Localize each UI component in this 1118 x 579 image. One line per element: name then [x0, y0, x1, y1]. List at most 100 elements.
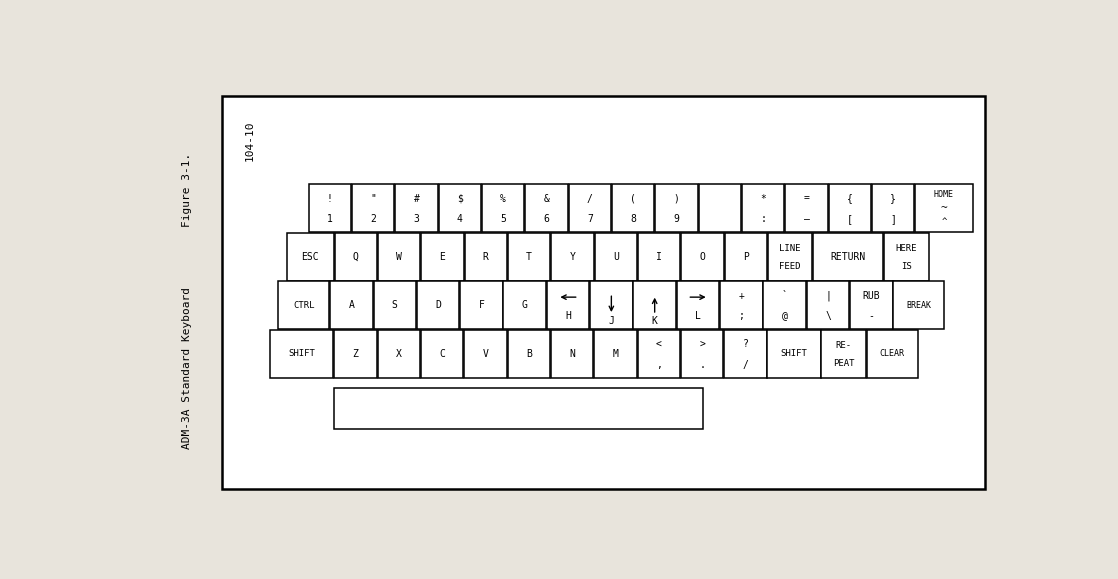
- Text: Z: Z: [352, 349, 359, 359]
- Text: ): ): [673, 193, 680, 203]
- Bar: [612, 184, 654, 232]
- Bar: [638, 233, 681, 281]
- Text: H: H: [565, 312, 571, 321]
- Bar: [378, 233, 420, 281]
- Bar: [872, 184, 915, 232]
- Bar: [334, 330, 377, 378]
- Bar: [551, 330, 594, 378]
- Text: B: B: [525, 349, 532, 359]
- Bar: [850, 281, 892, 329]
- Text: W: W: [396, 252, 402, 262]
- Text: 2: 2: [370, 214, 376, 223]
- Bar: [681, 330, 723, 378]
- Text: FEED: FEED: [779, 262, 800, 271]
- Text: `: `: [781, 291, 787, 301]
- Text: Y: Y: [569, 252, 576, 262]
- Text: 4: 4: [457, 214, 463, 223]
- Text: ": ": [370, 193, 376, 203]
- Text: PEAT: PEAT: [833, 359, 854, 368]
- Bar: [699, 184, 741, 232]
- Text: /: /: [742, 360, 748, 369]
- Text: G: G: [522, 301, 528, 310]
- Text: ADM-3A Standard Keyboard: ADM-3A Standard Keyboard: [182, 287, 192, 449]
- Text: RE-: RE-: [835, 341, 852, 350]
- Text: D: D: [435, 301, 440, 310]
- Bar: [330, 281, 372, 329]
- Text: HOME: HOME: [934, 190, 954, 199]
- Text: ESC: ESC: [302, 252, 320, 262]
- Bar: [569, 184, 612, 232]
- Text: &: &: [543, 193, 549, 203]
- Bar: [676, 281, 719, 329]
- Text: K: K: [652, 316, 657, 326]
- Bar: [438, 184, 481, 232]
- Bar: [508, 233, 550, 281]
- Bar: [822, 330, 866, 378]
- Text: }: }: [890, 193, 896, 203]
- Bar: [421, 233, 464, 281]
- Text: 104-10: 104-10: [245, 120, 255, 161]
- Text: SHIFT: SHIFT: [780, 349, 807, 358]
- Text: 8: 8: [631, 214, 636, 223]
- Bar: [785, 184, 827, 232]
- Text: =: =: [804, 193, 809, 203]
- Bar: [417, 281, 459, 329]
- Text: J: J: [608, 316, 614, 326]
- Bar: [396, 184, 438, 232]
- Text: $: $: [457, 193, 463, 203]
- Text: %: %: [500, 193, 506, 203]
- Text: M: M: [613, 349, 618, 359]
- Text: 9: 9: [673, 214, 680, 223]
- Text: Q: Q: [353, 252, 359, 262]
- Text: 7: 7: [587, 214, 593, 223]
- Text: 3: 3: [414, 214, 419, 223]
- Bar: [681, 233, 723, 281]
- Text: +: +: [738, 291, 745, 301]
- Text: RUB: RUB: [862, 291, 880, 301]
- Bar: [724, 233, 767, 281]
- Bar: [916, 184, 973, 232]
- Text: @: @: [781, 311, 787, 321]
- Bar: [594, 330, 636, 378]
- Bar: [287, 233, 334, 281]
- Bar: [551, 233, 594, 281]
- Text: :: :: [760, 214, 766, 223]
- Bar: [503, 281, 546, 329]
- Bar: [807, 281, 850, 329]
- Bar: [334, 233, 377, 281]
- Bar: [525, 184, 568, 232]
- Text: 1: 1: [326, 214, 333, 223]
- Text: P: P: [742, 252, 749, 262]
- Bar: [590, 281, 633, 329]
- Text: -: -: [869, 311, 874, 321]
- Text: ?: ?: [742, 339, 748, 349]
- Text: N: N: [569, 349, 575, 359]
- Text: !: !: [326, 193, 333, 203]
- Bar: [465, 233, 508, 281]
- Bar: [278, 281, 330, 329]
- Bar: [768, 233, 813, 281]
- Text: Figure 3-1.: Figure 3-1.: [182, 153, 192, 227]
- Bar: [482, 184, 524, 232]
- Text: LINE: LINE: [779, 244, 800, 253]
- Text: |: |: [825, 291, 831, 301]
- Bar: [724, 330, 767, 378]
- Text: A: A: [349, 301, 354, 310]
- Bar: [637, 330, 680, 378]
- Text: CTRL: CTRL: [293, 301, 314, 310]
- Bar: [269, 330, 333, 378]
- Bar: [420, 330, 463, 378]
- Text: U: U: [613, 252, 618, 262]
- Bar: [222, 96, 985, 489]
- Text: T: T: [527, 252, 532, 262]
- Bar: [742, 184, 785, 232]
- Text: C: C: [439, 349, 445, 359]
- Bar: [655, 184, 698, 232]
- Text: RETURN: RETURN: [831, 252, 866, 262]
- Bar: [767, 330, 821, 378]
- Text: .: .: [699, 360, 705, 369]
- Text: O: O: [700, 252, 705, 262]
- Text: ,: ,: [656, 360, 662, 369]
- Bar: [464, 330, 506, 378]
- Text: >: >: [699, 339, 705, 349]
